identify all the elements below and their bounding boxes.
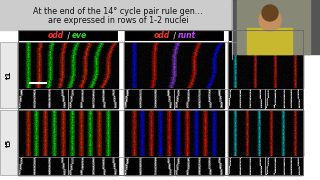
Bar [228, 42, 303, 88]
Bar [124, 110, 224, 156]
Bar [124, 89, 173, 108]
Bar [175, 157, 224, 175]
Text: runt: runt [178, 31, 196, 40]
Bar [69, 89, 118, 108]
Text: are expressed in rows of 1-2 nuclei: are expressed in rows of 1-2 nuclei [48, 16, 188, 25]
Text: t1: t1 [5, 71, 12, 79]
Bar [228, 89, 264, 108]
Bar [18, 157, 67, 175]
Bar [124, 42, 224, 88]
Bar [0, 42, 17, 108]
Text: t5: t5 [5, 138, 12, 147]
Bar [237, 0, 310, 54]
Bar [0, 110, 17, 175]
Bar [247, 28, 292, 54]
Bar [175, 89, 224, 108]
Text: odd: odd [154, 31, 170, 40]
Bar [18, 110, 118, 156]
Bar [124, 30, 224, 41]
Bar [124, 157, 173, 175]
Text: /: / [65, 31, 72, 40]
Bar [18, 89, 67, 108]
Bar [18, 30, 118, 41]
Bar [69, 157, 118, 175]
Circle shape [262, 5, 278, 21]
Bar [266, 89, 302, 108]
Bar [228, 157, 264, 175]
Bar [0, 0, 320, 30]
Text: odd: odd [48, 31, 64, 40]
Bar [18, 30, 303, 175]
Text: eve: eve [72, 31, 87, 40]
Text: /: / [171, 31, 178, 40]
Bar [228, 110, 303, 156]
Bar [228, 30, 303, 41]
Bar [266, 157, 302, 175]
Circle shape [259, 9, 281, 31]
Bar [232, 0, 320, 54]
Text: At the end of the 14° cycle pair rule gen…: At the end of the 14° cycle pair rule ge… [33, 7, 203, 16]
Bar [18, 42, 118, 88]
